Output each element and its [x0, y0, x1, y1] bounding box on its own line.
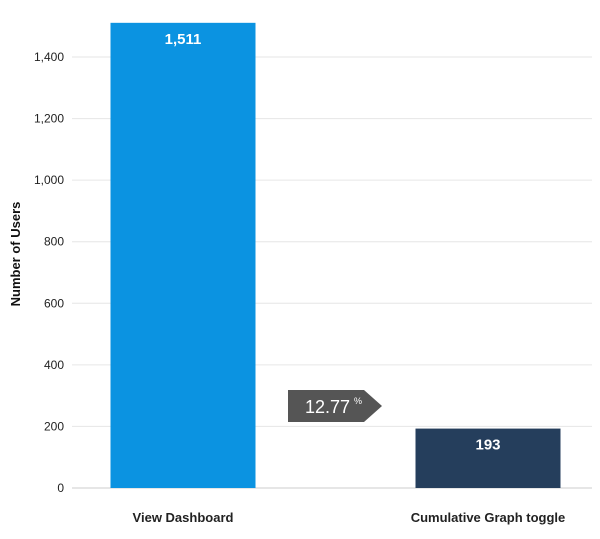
y-axis-title: Number of Users: [8, 202, 23, 307]
y-tick-label: 1,400: [34, 50, 64, 64]
y-axis-ticks: 0 200 400 600 800 1,000 1,200 1,400: [34, 50, 64, 495]
conversion-rate-value: 12.77: [305, 397, 350, 417]
y-tick-label: 1,000: [34, 173, 64, 187]
y-tick-label: 800: [44, 235, 64, 249]
y-tick-label: 600: [44, 296, 64, 310]
y-tick-label: 400: [44, 358, 64, 372]
y-tick-label: 0: [57, 481, 64, 495]
x-category-label: View Dashboard: [133, 510, 234, 525]
x-category-label: Cumulative Graph toggle: [411, 510, 566, 525]
bar-1: [110, 22, 256, 489]
bar-value-label: 1,511: [165, 31, 202, 48]
conversion-arrow-shape: [288, 390, 382, 422]
bars: 1,511 193: [110, 22, 561, 489]
y-tick-label: 200: [44, 419, 64, 433]
y-tick-label: 1,200: [34, 112, 64, 126]
bar-2: [415, 428, 561, 488]
bar-value-label: 193: [475, 437, 500, 454]
conversion-badge: 12.77%: [288, 390, 382, 422]
conversion-rate-unit: %: [354, 396, 362, 406]
x-axis-categories: View Dashboard Cumulative Graph toggle: [133, 510, 566, 525]
